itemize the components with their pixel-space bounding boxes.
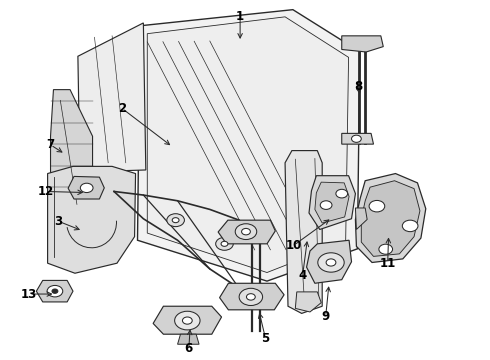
Circle shape: [235, 224, 257, 239]
Circle shape: [369, 201, 385, 212]
Circle shape: [336, 189, 347, 198]
Circle shape: [216, 237, 233, 250]
Circle shape: [47, 285, 63, 297]
Circle shape: [182, 317, 192, 324]
Circle shape: [242, 228, 250, 235]
Circle shape: [167, 214, 184, 226]
Circle shape: [326, 259, 336, 266]
Polygon shape: [307, 240, 351, 283]
Text: 3: 3: [54, 215, 62, 228]
Circle shape: [351, 135, 361, 142]
Polygon shape: [36, 280, 73, 302]
Circle shape: [318, 253, 344, 272]
Text: 2: 2: [118, 102, 126, 115]
Text: 10: 10: [286, 239, 302, 252]
Polygon shape: [50, 90, 93, 218]
Polygon shape: [147, 17, 348, 273]
Text: 4: 4: [298, 269, 307, 282]
Text: 1: 1: [236, 10, 244, 23]
Text: 9: 9: [321, 310, 330, 324]
Polygon shape: [315, 182, 349, 223]
Polygon shape: [309, 176, 355, 229]
Text: 13: 13: [21, 288, 37, 301]
Polygon shape: [295, 292, 321, 312]
Polygon shape: [48, 166, 136, 273]
Polygon shape: [218, 220, 275, 244]
Text: 8: 8: [354, 80, 363, 93]
Circle shape: [320, 201, 332, 210]
Polygon shape: [342, 134, 373, 144]
Circle shape: [239, 288, 263, 306]
Circle shape: [80, 183, 93, 193]
Polygon shape: [68, 176, 104, 199]
Circle shape: [174, 311, 200, 330]
Circle shape: [402, 220, 418, 231]
Polygon shape: [361, 181, 420, 256]
Text: 6: 6: [185, 342, 193, 355]
Circle shape: [379, 244, 392, 254]
Circle shape: [52, 289, 58, 293]
Polygon shape: [355, 208, 367, 229]
Text: 5: 5: [261, 332, 270, 345]
Circle shape: [221, 241, 228, 246]
Polygon shape: [342, 36, 383, 52]
Polygon shape: [138, 10, 360, 281]
Text: 11: 11: [380, 257, 396, 270]
Polygon shape: [177, 334, 199, 344]
Polygon shape: [153, 306, 221, 334]
Circle shape: [246, 294, 255, 300]
Text: 12: 12: [38, 185, 54, 198]
Polygon shape: [285, 150, 322, 314]
Text: 7: 7: [47, 138, 54, 151]
Circle shape: [172, 218, 179, 223]
Polygon shape: [220, 283, 284, 310]
Polygon shape: [355, 174, 426, 262]
Polygon shape: [78, 23, 146, 172]
